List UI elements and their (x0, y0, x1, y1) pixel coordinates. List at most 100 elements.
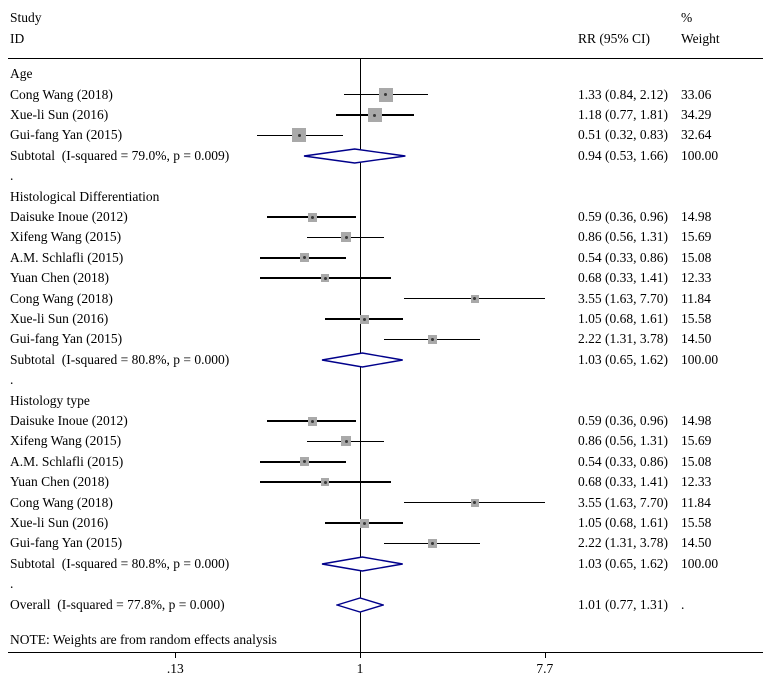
axis-tick-label: .13 (166, 661, 184, 676)
rr-ci-value: 1.05 (0.68, 1.61) (578, 311, 668, 326)
rr-ci-value: 1.03 (0.65, 1.62) (578, 351, 668, 367)
weight-value: 14.98 (681, 209, 712, 224)
axis-tick-label: 7.7 (536, 661, 554, 676)
note-text: NOTE: Weights are from random effects an… (10, 632, 277, 647)
study-label: Yuan Chen (2018) (10, 474, 109, 490)
marker-dot (310, 215, 314, 219)
axis-tick-label: 1 (356, 661, 364, 676)
weight-value: 15.58 (681, 311, 712, 326)
weight-value: 15.69 (681, 229, 712, 245)
study-label: A.M. Schlafli (2015) (10, 249, 124, 265)
study-label: Xue-li Sun (2016) (10, 311, 109, 326)
weight-value: 12.33 (681, 474, 712, 490)
study-label: Daisuke Inoue (2012) (10, 413, 128, 428)
weight-value: 11.84 (681, 290, 711, 306)
study-label: Xue-li Sun (2016) (10, 515, 109, 530)
weight-value: 14.98 (681, 413, 712, 428)
marker-dot (323, 480, 327, 484)
study-label: Gui-fang Yan (2015) (10, 331, 123, 347)
column-header-study-line2: ID (10, 31, 25, 46)
subtotal-label: Subtotal (I-squared = 80.8%, p = 0.000) (10, 555, 230, 571)
rr-ci-value: 0.51 (0.32, 0.83) (578, 127, 668, 143)
marker-dot (310, 419, 314, 423)
weight-value: 15.58 (681, 515, 712, 530)
rr-ci-value: 0.86 (0.56, 1.31) (578, 229, 668, 245)
study-label: Cong Wang (2018) (10, 86, 113, 102)
marker-dot (344, 439, 348, 443)
group-label: Age (10, 66, 33, 82)
study-label: Gui-fang Yan (2015) (10, 127, 123, 143)
column-header-study: Study ID (10, 7, 42, 49)
rr-ci-value: 1.33 (0.84, 2.12) (578, 86, 668, 102)
study-label: Daisuke Inoue (2012) (10, 209, 128, 224)
rr-ci-value: 0.59 (0.36, 0.96) (578, 413, 668, 428)
study-label: Gui-fang Yan (2015) (10, 535, 123, 551)
column-header-weight-line2: Weight (681, 31, 720, 46)
subtotal-label: Subtotal (I-squared = 79.0%, p = 0.009) (10, 147, 230, 163)
rr-ci-value: 0.54 (0.33, 0.86) (578, 453, 668, 469)
weight-value: 33.06 (681, 86, 712, 102)
subtotal-diamond (321, 352, 403, 368)
overall-label: Overall (I-squared = 77.8%, p = 0.000) (10, 596, 225, 612)
group-label: Histology type (10, 392, 90, 408)
top-rule (8, 58, 763, 59)
marker-dot (473, 501, 477, 505)
rr-ci-value: 0.59 (0.36, 0.96) (578, 209, 668, 224)
weight-value: 14.50 (681, 535, 712, 551)
study-label: Cong Wang (2018) (10, 290, 113, 306)
study-label: Yuan Chen (2018) (10, 270, 109, 286)
marker-dot (373, 113, 377, 117)
marker-dot (473, 297, 477, 301)
group-label: Histological Differentiation (10, 188, 160, 204)
weight-value: 12.33 (681, 270, 712, 286)
weight-value: 34.29 (681, 107, 712, 122)
marker-dot (344, 235, 348, 239)
weight-value: 15.08 (681, 453, 712, 469)
weight-value: 15.08 (681, 249, 712, 265)
weight-value: 100.00 (681, 147, 719, 163)
spacer-dot: . (10, 168, 14, 184)
column-header-weight-line1: % (681, 10, 693, 25)
rr-ci-value: 1.18 (0.77, 1.81) (578, 107, 668, 122)
axis-tick (544, 652, 546, 658)
marker-dot (302, 460, 306, 464)
column-header-rr: RR (95% CI) (578, 31, 650, 46)
axis-tick (360, 652, 361, 658)
rr-ci-value: 2.22 (1.31, 3.78) (578, 331, 668, 347)
subtotal-diamond (303, 148, 405, 164)
marker-dot (297, 133, 301, 137)
study-label: Cong Wang (2018) (10, 494, 113, 510)
subtotal-label: Subtotal (I-squared = 80.8%, p = 0.000) (10, 351, 230, 367)
study-label: Xue-li Sun (2016) (10, 107, 109, 122)
spacer-dot: . (10, 576, 14, 592)
study-label: A.M. Schlafli (2015) (10, 453, 124, 469)
study-label: Xifeng Wang (2015) (10, 433, 122, 449)
subtotal-diamond (321, 556, 403, 572)
weight-value: 14.50 (681, 331, 712, 347)
rr-ci-value: 0.54 (0.33, 0.86) (578, 249, 668, 265)
weight-value: 100.00 (681, 351, 719, 367)
study-label: Xifeng Wang (2015) (10, 229, 122, 245)
rr-ci-value: 3.55 (1.63, 7.70) (578, 290, 668, 306)
column-header-weight: % Weight (681, 7, 720, 49)
column-header-study-line1: Study (10, 10, 42, 25)
overall-diamond (336, 596, 385, 613)
weight-value: . (681, 596, 685, 612)
marker-dot (384, 93, 388, 97)
rr-ci-value: 0.94 (0.53, 1.66) (578, 147, 668, 163)
bottom-rule (8, 652, 763, 653)
rr-ci-value: 1.03 (0.65, 1.62) (578, 555, 668, 571)
marker-dot (302, 256, 306, 260)
marker-dot (323, 276, 327, 280)
spacer-dot: . (10, 372, 14, 388)
marker-dot (430, 337, 434, 341)
rr-ci-value: 0.68 (0.33, 1.41) (578, 270, 668, 286)
weight-value: 100.00 (681, 555, 719, 571)
rr-ci-value: 0.68 (0.33, 1.41) (578, 474, 668, 490)
marker-dot (362, 317, 366, 321)
axis-tick (175, 652, 177, 658)
marker-dot (362, 521, 366, 525)
